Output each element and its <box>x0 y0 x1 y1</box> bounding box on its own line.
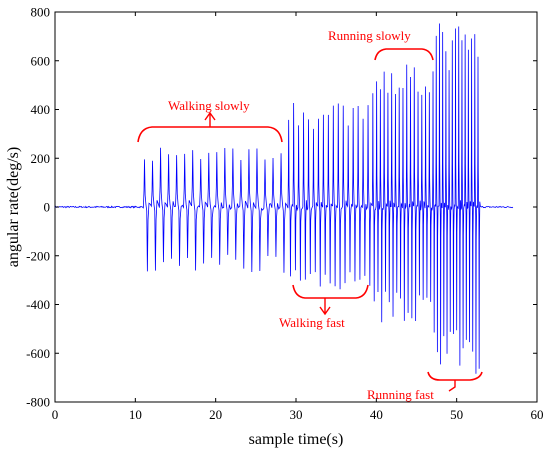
y-tick-label: 800 <box>31 5 51 20</box>
signal-layer <box>54 23 514 374</box>
annotation-walking-fast: Walking fast <box>279 315 345 330</box>
x-tick-label: 60 <box>531 407 544 422</box>
arrow-walking-fast <box>319 298 331 316</box>
y-tick-label: 600 <box>31 53 51 68</box>
x-tick-label: 40 <box>370 407 383 422</box>
y-tick-label: -200 <box>26 248 50 263</box>
bracket-walking-fast <box>292 284 369 299</box>
x-tick-label: 50 <box>450 407 463 422</box>
y-tick-label: 400 <box>31 102 51 117</box>
ticks-layer: 0 10 20 30 40 50 60 -800 -600 -400 -200 0 200 400 600 8… <box>26 5 543 423</box>
arrow-running-fast <box>448 380 456 392</box>
arrow-walking-slowly <box>204 111 216 127</box>
x-tick-label: 20 <box>209 407 222 422</box>
bracket-running-slowly <box>374 48 434 61</box>
x-axis-title: sample time(s) <box>249 431 344 448</box>
y-tick-label: 0 <box>44 200 51 215</box>
y-tick-label: -800 <box>26 395 50 410</box>
x-tick-label: 10 <box>129 407 142 422</box>
annotation-walking-slowly: Walking slowly <box>168 98 250 113</box>
y-tick-label: -600 <box>26 346 50 361</box>
x-tick-label: 30 <box>290 407 303 422</box>
y-axis-title: angular rate(deg/s) <box>5 147 22 267</box>
x-tick-label: 0 <box>52 407 59 422</box>
annotation-running-fast: Running fast <box>367 387 434 402</box>
annotations-layer: Walking slowly Walking fast Running slow… <box>137 28 483 402</box>
signal-line <box>54 23 514 374</box>
annotation-running-slowly: Running slowly <box>328 28 411 43</box>
y-tick-label: 200 <box>31 151 51 166</box>
y-tick-label: -400 <box>26 297 50 312</box>
